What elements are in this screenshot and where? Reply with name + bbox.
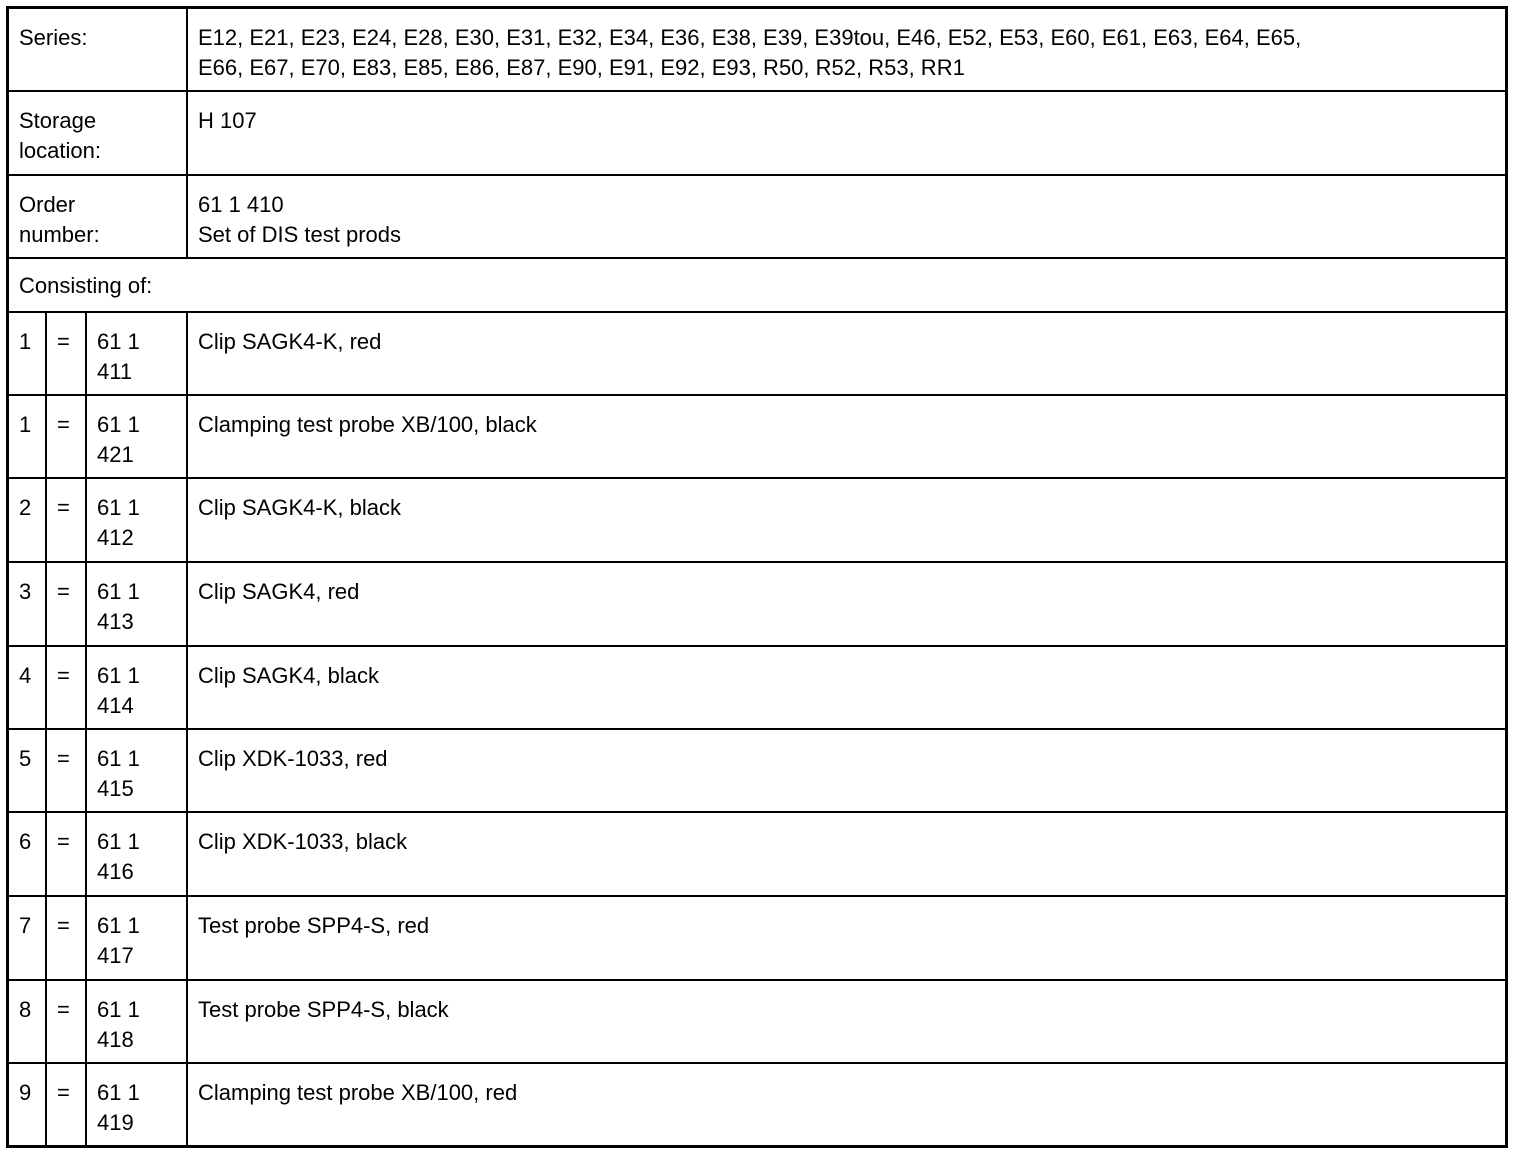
item-quantity: 3: [19, 579, 32, 604]
item-part-number: 61 1 414: [85, 647, 189, 728]
item-part-number: 61 1 415: [85, 730, 189, 811]
series-value: E12, E21, E23, E24, E28, E30, E31, E32, …: [186, 9, 1505, 90]
storage-label: Storage location:: [19, 108, 101, 163]
item-equals: =: [45, 563, 86, 645]
item-equals: =: [45, 479, 86, 561]
item-description: Test probe SPP4-S, red: [186, 897, 1505, 979]
item-description: Clip SAGK4-K, red: [186, 313, 1505, 394]
item-equals: =: [45, 313, 86, 394]
order-row: Order number: 61 1 410 Set of DIS test p…: [9, 176, 1505, 259]
order-value: 61 1 410 Set of DIS test prods: [186, 176, 1505, 257]
item-description: Clip SAGK4-K, black: [186, 479, 1505, 561]
item-description: Clamping test probe XB/100, black: [186, 396, 1505, 477]
item-quantity: 6: [19, 829, 32, 854]
item-equals: =: [45, 813, 86, 895]
item-description: Test probe SPP4-S, black: [186, 981, 1505, 1062]
item-part-number: 61 1 421: [85, 396, 189, 477]
parts-table: Series: E12, E21, E23, E24, E28, E30, E3…: [6, 6, 1508, 1148]
item-row: 5 = 61 1 415 Clip XDK-1033, red: [9, 730, 1505, 813]
item-quantity: 5: [19, 746, 32, 771]
item-quantity: 1: [19, 412, 32, 437]
item-row: 7 = 61 1 417 Test probe SPP4-S, red: [9, 897, 1505, 981]
item-row: 6 = 61 1 416 Clip XDK-1033, black: [9, 813, 1505, 897]
item-equals: =: [45, 981, 86, 1062]
item-equals: =: [45, 396, 86, 477]
item-row: 3 = 61 1 413 Clip SAGK4, red: [9, 563, 1505, 647]
consisting-row: Consisting of:: [9, 259, 1505, 313]
item-quantity: 2: [19, 495, 32, 520]
item-equals: =: [45, 730, 86, 811]
item-equals: =: [45, 1064, 86, 1148]
order-label: Order number:: [19, 192, 100, 247]
item-row: 2 = 61 1 412 Clip SAGK4-K, black: [9, 479, 1505, 563]
item-row: 1 = 61 1 411 Clip SAGK4-K, red: [9, 313, 1505, 396]
item-equals: =: [45, 647, 86, 728]
item-part-number: 61 1 413: [85, 563, 189, 645]
item-quantity: 4: [19, 663, 32, 688]
series-label: Series:: [19, 25, 88, 50]
item-description: Clip XDK-1033, red: [186, 730, 1505, 811]
item-quantity: 9: [19, 1080, 32, 1105]
item-part-number: 61 1 419: [85, 1064, 189, 1148]
item-row: 1 = 61 1 421 Clamping test probe XB/100, bl…: [9, 396, 1505, 479]
item-description: Clip XDK-1033, black: [186, 813, 1505, 895]
item-description: Clip SAGK4, black: [186, 647, 1505, 728]
series-row: Series: E12, E21, E23, E24, E28, E30, E3…: [9, 9, 1505, 92]
item-description: Clamping test probe XB/100, red: [186, 1064, 1505, 1148]
item-part-number: 61 1 416: [85, 813, 189, 895]
item-quantity: 1: [19, 329, 32, 354]
item-quantity: 8: [19, 997, 32, 1022]
storage-row: Storage location: H 107: [9, 92, 1505, 176]
item-part-number: 61 1 417: [85, 897, 189, 979]
storage-value: H 107: [186, 92, 1505, 174]
item-row: 8 = 61 1 418 Test probe SPP4-S, black: [9, 981, 1505, 1064]
item-row: 9 = 61 1 419 Clamping test probe XB/100, re…: [9, 1064, 1505, 1148]
item-description: Clip SAGK4, red: [186, 563, 1505, 645]
item-quantity: 7: [19, 913, 32, 938]
item-part-number: 61 1 411: [85, 313, 189, 394]
item-part-number: 61 1 418: [85, 981, 189, 1062]
item-row: 4 = 61 1 414 Clip SAGK4, black: [9, 647, 1505, 730]
item-part-number: 61 1 412: [85, 479, 189, 561]
item-equals: =: [45, 897, 86, 979]
consisting-label: Consisting of:: [19, 273, 153, 298]
